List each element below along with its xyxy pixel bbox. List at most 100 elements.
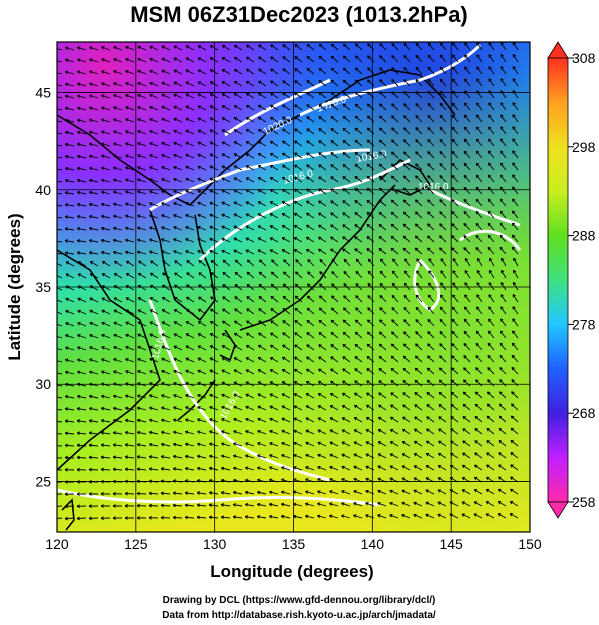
wind-vector	[269, 429, 279, 435]
wind-vector	[451, 114, 459, 123]
wind-vector	[221, 81, 231, 87]
wind-vector	[342, 127, 351, 135]
wind-vector	[341, 502, 351, 507]
wind-vector	[512, 330, 519, 339]
wind-vector	[161, 81, 171, 87]
wind-vector	[149, 117, 159, 123]
isobar-line	[148, 299, 331, 482]
wind-vector	[354, 248, 363, 255]
wind-vector	[257, 213, 267, 219]
wind-vector	[196, 491, 207, 495]
wind-vector	[474, 464, 483, 471]
wind-vector	[197, 189, 207, 195]
wind-vector	[209, 129, 219, 135]
wind-vector	[426, 416, 435, 423]
wind-vector	[88, 190, 99, 195]
wind-vector	[64, 407, 75, 411]
wind-vector	[342, 236, 351, 243]
wind-vector	[282, 128, 291, 135]
wind-vector	[197, 357, 207, 363]
wind-vector	[427, 66, 435, 75]
wind-vector	[476, 54, 483, 63]
wind-vector	[172, 454, 183, 459]
wind-vector	[161, 214, 171, 219]
wind-vector	[270, 295, 279, 303]
wind-vector	[233, 393, 243, 399]
wind-vector	[209, 201, 219, 207]
wind-vector	[233, 165, 243, 171]
wind-vector	[355, 307, 363, 315]
wind-vector	[475, 234, 483, 243]
wind-vector	[475, 355, 483, 363]
wind-vector	[487, 367, 495, 375]
wind-vector	[197, 45, 207, 51]
wind-vector	[500, 294, 507, 303]
japan-honshu	[239, 184, 396, 331]
wind-vector	[89, 82, 99, 87]
wind-vector	[439, 306, 447, 315]
wind-vector	[149, 129, 159, 135]
wind-vector	[510, 403, 519, 411]
wind-vector	[282, 356, 291, 363]
wind-vector	[499, 210, 507, 219]
y-tick-label: 40	[35, 182, 51, 198]
wind-vector	[463, 367, 471, 375]
wind-vector	[329, 502, 339, 507]
wind-vector	[257, 201, 267, 207]
wind-vector	[88, 431, 99, 435]
wind-vector	[270, 128, 279, 135]
wind-vector	[173, 189, 183, 195]
wind-vector	[233, 105, 243, 111]
wind-vector	[464, 270, 471, 279]
wind-vector	[330, 115, 339, 123]
wind-vector	[220, 515, 231, 519]
wind-vector	[88, 455, 99, 460]
wind-vector	[173, 177, 183, 183]
wind-vector	[246, 68, 255, 75]
wind-vector	[487, 330, 495, 339]
wind-vector	[173, 369, 183, 375]
wind-vector	[245, 454, 255, 459]
wind-vector	[258, 271, 267, 279]
wind-vector	[113, 260, 123, 267]
wind-vector	[486, 440, 495, 447]
wind-vector	[89, 309, 99, 315]
wind-vector	[499, 366, 507, 375]
wind-vector	[414, 428, 423, 435]
wind-vector	[366, 163, 375, 171]
wind-vector	[100, 214, 111, 219]
wind-vector	[197, 201, 207, 207]
wind-vector	[173, 226, 183, 231]
wind-vector	[317, 465, 327, 471]
wind-vector	[77, 46, 87, 51]
wind-vector	[509, 513, 519, 519]
wind-vector	[149, 333, 159, 339]
wind-vector	[476, 102, 483, 111]
wind-vector	[511, 222, 519, 231]
wind-vector	[366, 319, 375, 327]
wind-vector	[149, 190, 159, 195]
wind-vector	[354, 127, 363, 135]
wind-vector	[451, 66, 459, 75]
wind-vector	[488, 78, 495, 87]
wind-vector	[161, 117, 171, 123]
wind-vector	[257, 249, 267, 255]
wind-vector	[342, 356, 351, 363]
wind-vector	[64, 358, 75, 363]
wind-vector	[245, 344, 255, 351]
wind-vector	[184, 466, 195, 471]
wind-vector	[391, 67, 399, 75]
wind-vector	[341, 441, 351, 447]
wind-vector	[149, 226, 159, 231]
wind-vector	[64, 190, 75, 195]
wind-vector	[244, 502, 255, 507]
wind-vector	[149, 214, 159, 219]
wind-vector	[76, 492, 87, 496]
wind-vector	[378, 331, 387, 339]
wind-vector	[318, 140, 327, 147]
wind-vector	[512, 54, 519, 63]
wind-vector	[197, 213, 207, 219]
wind-vector	[498, 415, 507, 423]
wind-vector	[234, 259, 243, 267]
wind-vector	[89, 297, 99, 303]
